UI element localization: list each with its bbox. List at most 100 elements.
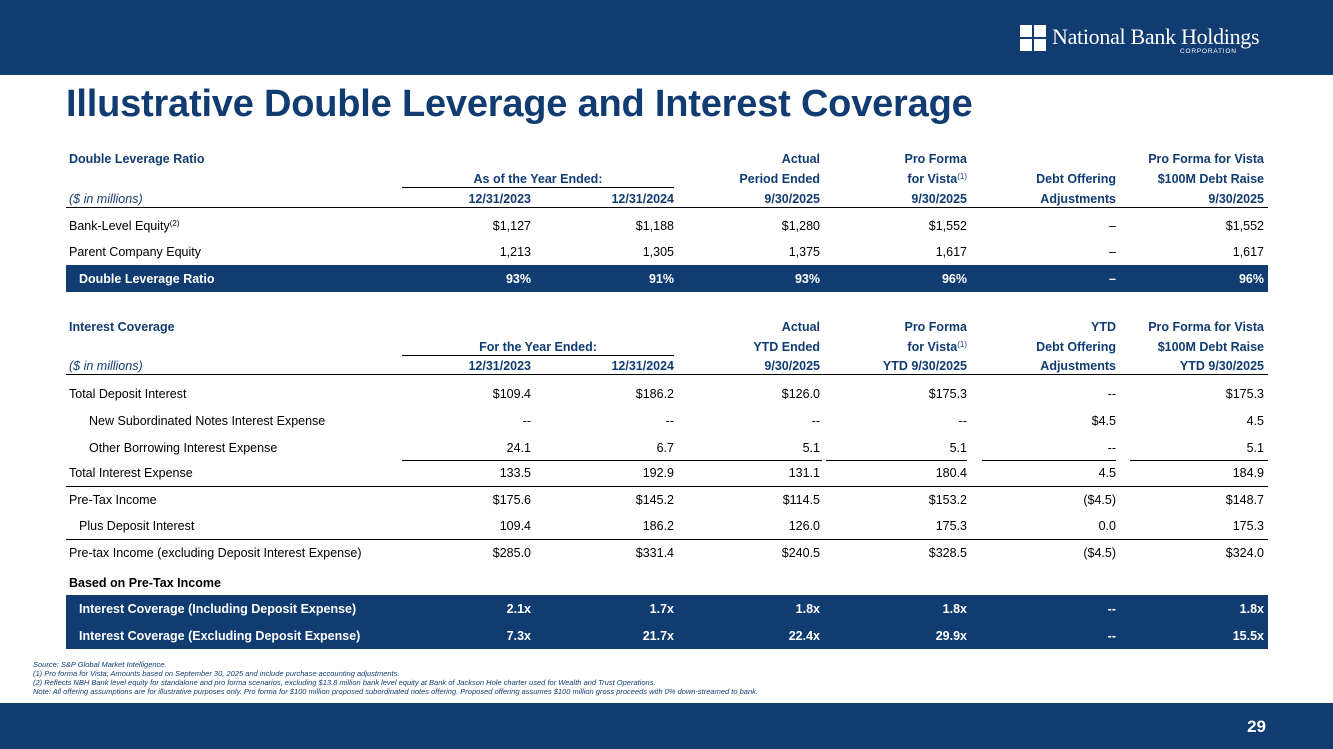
dlr-total-bar (66, 265, 1268, 292)
ic-row-value: 5.1 (802, 441, 820, 455)
dlr-total-value: 91% (648, 272, 674, 286)
ic-row-value: $175.3 (928, 387, 967, 401)
ic-group-header: For the Year Ended: (479, 340, 597, 354)
ic-row-value: 5.1 (949, 441, 967, 455)
dlr-row-value: 1,617 (1232, 245, 1264, 259)
dlr-col-header: 9/30/2025 (911, 192, 967, 206)
ic-col-header: 12/31/2024 (611, 359, 674, 373)
ic-total-expense-line (66, 486, 1268, 487)
ic-units: ($ in millions) (69, 359, 143, 373)
ic-row-label: Plus Deposit Interest (79, 519, 195, 533)
footnote-1: (1) Pro forma for Vista; Amounts based o… (33, 669, 400, 678)
dlr-units: ($ in millions) (69, 192, 143, 206)
logo-name: National Bank Holdings (1052, 24, 1260, 49)
ic-subheading: Based on Pre-Tax Income (69, 576, 221, 590)
dlr-col-header: 9/30/2025 (1208, 192, 1264, 206)
ic-subtotal-line-4 (1130, 460, 1268, 461)
ic-row-value: 126.0 (788, 519, 820, 533)
ic-row-value: -- (958, 414, 967, 428)
dlr-header-underline (66, 207, 1268, 208)
ic-subtotal-line-2 (826, 460, 967, 461)
ic-row-value: 131.1 (788, 466, 820, 480)
company-logo: National Bank Holdings CORPORATION (1020, 22, 1270, 58)
ic-col-header: Adjustments (1040, 359, 1116, 373)
ic-section-title: Interest Coverage (69, 320, 175, 334)
ic-row-value: $126.0 (781, 387, 820, 401)
ic-row-value: $109.4 (492, 387, 531, 401)
ic-col-header: 9/30/2025 (764, 359, 820, 373)
ic-adjustment-header-2: Debt Offering (1036, 340, 1116, 354)
ic-total-value: 7.3x (506, 629, 531, 643)
ic-row-value: 175.3 (1232, 519, 1264, 533)
dlr-row-value: – (1109, 219, 1116, 233)
footnote-ref: (2) (169, 219, 180, 228)
ic-row-value: $175.6 (492, 493, 531, 507)
ic-row-value: 24.1 (506, 441, 531, 455)
ic-row-value: -- (811, 414, 820, 428)
ic-total-value: 21.7x (642, 629, 674, 643)
ic-total-value: 15.5x (1232, 629, 1264, 643)
dlr-total-value: 96% (1238, 272, 1264, 286)
ic-row-value: 4.5 (1246, 414, 1264, 428)
footnote-2: (2) Reflects NBH Bank level equity for s… (33, 678, 656, 687)
ic-row-value: -- (1107, 387, 1116, 401)
ic-proforma-header-2: for Vista(1) (907, 340, 967, 354)
dlr-row-value: – (1109, 245, 1116, 259)
ic-total-value: 1.8x (1239, 602, 1264, 616)
ic-row-label: Pre-tax Income (excluding Deposit Intere… (69, 546, 362, 560)
logo-squares-icon (1020, 25, 1046, 51)
dlr-proforma-vista-header-1: Pro Forma for Vista (1148, 152, 1264, 166)
ic-proforma-vista-header-2: $100M Debt Raise (1157, 340, 1264, 354)
page-number: 29 (1247, 717, 1266, 736)
ic-row-value: 109.4 (499, 519, 531, 533)
ic-row-value: $331.4 (635, 546, 674, 560)
ic-row-value: 0.0 (1098, 519, 1116, 533)
dlr-section-title: Double Leverage Ratio (69, 152, 205, 166)
footnote-note: Note: All offering assumptions are for i… (33, 687, 758, 696)
ic-row-value: 133.5 (499, 466, 531, 480)
ic-row-label: New Subordinated Notes Interest Expense (89, 414, 326, 428)
ic-row-value: $186.2 (635, 387, 674, 401)
ic-row-value: $240.5 (781, 546, 820, 560)
ic-row-value: $148.7 (1225, 493, 1264, 507)
dlr-col-header: 12/31/2023 (468, 192, 531, 206)
dlr-row-label: Bank-Level Equity(2) (69, 219, 180, 233)
ic-proforma-vista-header-1: Pro Forma for Vista (1148, 320, 1264, 334)
logo-corporation: CORPORATION (1180, 48, 1237, 55)
ic-actual-header-1: Actual (781, 320, 820, 334)
dlr-row-value: 1,213 (499, 245, 531, 259)
ic-row-label: Total Interest Expense (69, 466, 193, 480)
ic-row-value: ($4.5) (1083, 546, 1116, 560)
ic-row-value: -- (1107, 441, 1116, 455)
ic-row-value: $4.5 (1091, 414, 1116, 428)
ic-row-value: $328.5 (928, 546, 967, 560)
ic-row-value: 175.3 (935, 519, 967, 533)
ic-row-label: Other Borrowing Interest Expense (89, 441, 278, 455)
dlr-total-value: – (1109, 272, 1116, 286)
ic-row-value: -- (522, 414, 531, 428)
dlr-row-value: $1,188 (635, 219, 674, 233)
dlr-row-value: $1,552 (928, 219, 967, 233)
ic-total-value: 29.9x (935, 629, 967, 643)
dlr-proforma-header-1: Pro Forma (904, 152, 967, 166)
footer-bar (0, 703, 1333, 749)
dlr-group-underline (402, 187, 674, 188)
ic-row-value: ($4.5) (1083, 493, 1116, 507)
ic-row-label: Pre-Tax Income (69, 493, 157, 507)
ic-row-value: $175.3 (1225, 387, 1264, 401)
dlr-row-label: Parent Company Equity (69, 245, 202, 259)
dlr-row-value: 1,305 (642, 245, 674, 259)
footnote-source: Source: S&P Global Market Intelligence. (33, 660, 167, 669)
dlr-actual-header-1: Actual (781, 152, 820, 166)
ic-row-value: 5.1 (1246, 441, 1264, 455)
ic-row-value: $145.2 (635, 493, 674, 507)
ic-header-underline (66, 374, 1268, 375)
dlr-row-value: 1,375 (788, 245, 820, 259)
ic-row-value: 186.2 (642, 519, 674, 533)
ic-row-value: $324.0 (1225, 546, 1264, 560)
dlr-adjustment-header: Debt Offering (1036, 172, 1116, 186)
ic-col-header: YTD 9/30/2025 (1179, 359, 1264, 373)
dlr-actual-header-2: Period Ended (739, 172, 820, 186)
ic-total-value: 22.4x (788, 629, 820, 643)
dlr-total-label: Double Leverage Ratio (79, 272, 215, 286)
